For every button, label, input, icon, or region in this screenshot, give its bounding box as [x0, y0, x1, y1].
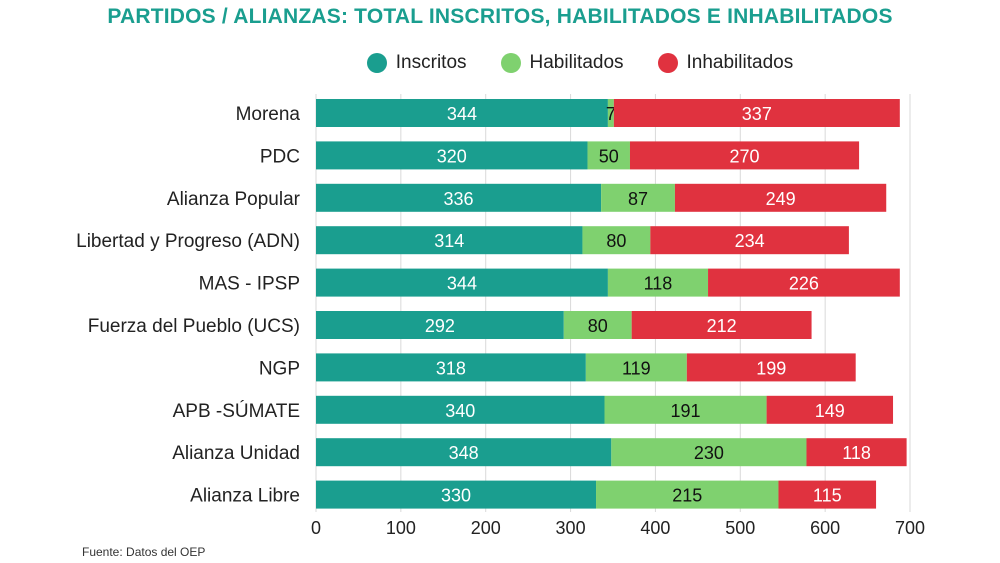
data-label: 344	[447, 104, 477, 124]
data-label: 226	[789, 274, 819, 294]
legend-item: Inscritos	[366, 52, 467, 74]
data-label: 292	[425, 316, 455, 336]
bar-segment	[650, 226, 849, 255]
data-label: 318	[436, 358, 466, 378]
data-label: 330	[441, 486, 471, 506]
data-label: 340	[445, 401, 475, 421]
bar-segment	[607, 268, 709, 297]
legend-swatch	[500, 53, 521, 73]
bar-segment	[316, 99, 608, 127]
category-label: Alianza Libre	[190, 486, 300, 507]
data-label: 87	[628, 189, 648, 209]
category-label: MAS - IPSP	[199, 274, 300, 295]
data-label: 337	[742, 104, 772, 124]
category-label: Morena	[236, 104, 301, 125]
legend-item: Inhabilitados	[657, 52, 794, 74]
category-label: Alianza Unidad	[172, 443, 300, 464]
data-label: 230	[694, 443, 724, 463]
bar-segment	[316, 268, 608, 297]
data-label: 80	[588, 316, 608, 336]
data-label: 270	[730, 146, 760, 166]
category-label: PDC	[260, 146, 300, 167]
bar-segment	[686, 353, 856, 382]
x-tick-label: 700	[895, 518, 925, 538]
x-tick-label: 300	[556, 518, 586, 538]
bar-segment	[674, 183, 887, 212]
data-label: 215	[672, 486, 702, 506]
bar-segment	[601, 183, 675, 212]
bar-segment	[611, 438, 807, 467]
bar-segment	[596, 480, 779, 509]
data-label: 320	[437, 146, 467, 166]
source-note: Fuente: Datos del OEP	[82, 545, 206, 559]
data-label: 149	[815, 401, 845, 421]
data-label: 234	[735, 231, 765, 251]
bar-segment	[316, 438, 612, 467]
bar-segment	[613, 99, 900, 127]
bar-segment	[316, 395, 605, 424]
data-label: 344	[447, 274, 477, 294]
data-label: 336	[444, 189, 474, 209]
category-label: Fuerza del Pueblo (UCS)	[88, 316, 300, 337]
x-tick-label: 500	[725, 518, 755, 538]
bar-segment	[587, 141, 630, 170]
data-label: 314	[434, 231, 464, 251]
legend-swatch	[366, 53, 387, 73]
bar-segment	[629, 141, 860, 170]
x-tick-label: 600	[810, 518, 840, 538]
data-label: 7	[606, 104, 616, 124]
category-label: Libertad y Progreso (ADN)	[76, 231, 300, 252]
x-tick-label: 100	[386, 518, 416, 538]
x-tick-label: 200	[471, 518, 501, 538]
bar-segment	[607, 99, 614, 127]
bar-segment	[316, 311, 564, 339]
data-label: 249	[766, 189, 796, 209]
bar-segment	[631, 311, 812, 339]
data-label: 199	[756, 358, 786, 378]
bar-segment	[316, 141, 588, 170]
data-label: 212	[707, 316, 737, 336]
legend-label: Inhabilitados	[686, 52, 794, 73]
legend-item: Habilitados	[500, 52, 624, 74]
bar-segment	[582, 226, 651, 255]
bar-segment	[766, 395, 894, 424]
category-label: NGP	[259, 358, 300, 379]
bar-segment	[604, 395, 767, 424]
bar-segment	[563, 311, 632, 339]
bar-segment	[316, 353, 586, 382]
data-label: 118	[644, 274, 673, 294]
legend-label: Inscritos	[395, 52, 467, 73]
bar-segment	[778, 480, 877, 509]
data-label: 119	[622, 358, 651, 378]
bar-segment	[585, 353, 687, 382]
bar-segment	[316, 480, 597, 509]
data-label: 80	[606, 231, 626, 251]
x-tick-label: 400	[640, 518, 670, 538]
bar-segment	[806, 438, 907, 467]
data-label: 191	[671, 401, 701, 421]
legend-swatch	[657, 53, 678, 73]
bar-segment	[708, 268, 900, 297]
data-label: 50	[599, 146, 619, 166]
category-label: Alianza Popular	[167, 189, 301, 210]
chart-title: PARTIDOS / ALIANZAS: TOTAL INSCRITOS, HA…	[107, 5, 893, 28]
chart-legend: Inscritos Habilitados Inhabilitados	[0, 52, 1000, 74]
bar-segment	[316, 183, 602, 212]
category-label: APB -SÚMATE	[173, 400, 300, 422]
data-label: 118	[842, 443, 871, 463]
data-label: 348	[449, 443, 479, 463]
x-tick-label: 0	[311, 518, 321, 538]
bar-segment	[316, 226, 583, 255]
data-label: 115	[813, 486, 842, 506]
legend-label: Habilitados	[529, 52, 624, 73]
